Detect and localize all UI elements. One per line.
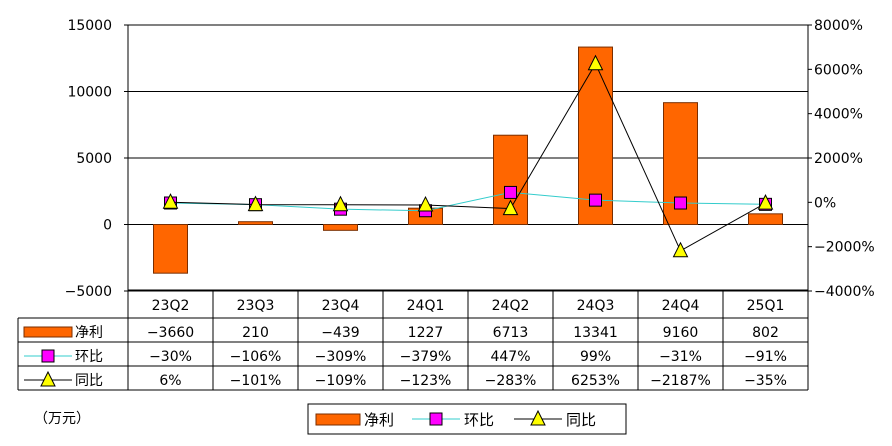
net-profit-bars [153, 46, 783, 274]
table-cell: −123% [400, 373, 452, 389]
point-yoy [502, 199, 519, 216]
table-cell: 13341 [573, 325, 618, 341]
point-yoy [332, 195, 349, 212]
unit-label: （万元） [34, 411, 90, 427]
category-label: 23Q3 [237, 298, 275, 314]
y-left-tick-label: 5000 [76, 151, 112, 167]
y-left-tick-label: 15000 [67, 18, 112, 34]
table-cell: 99% [580, 349, 611, 365]
point-mom [589, 193, 602, 207]
legend-label: 同比 [566, 411, 596, 429]
table-cell: 6% [159, 373, 181, 389]
table-row-name: 同比 [75, 373, 103, 389]
table-key-bar [23, 326, 73, 338]
table-cell: −101% [230, 373, 282, 389]
y-right-tick-label: 6000% [814, 62, 863, 78]
point-yoy [672, 241, 689, 258]
line-mom [170, 191, 766, 212]
table-cell: −309% [315, 349, 367, 365]
y-right-tick-label: 4000% [814, 107, 863, 123]
table-cell: −2187% [650, 373, 711, 389]
category-label: 24Q3 [577, 298, 615, 314]
point-yoy [162, 193, 179, 209]
table-cell: −35% [744, 373, 787, 389]
category-label: 25Q1 [747, 298, 785, 314]
table-cell: 6253% [571, 373, 620, 389]
table-cell: −91% [744, 349, 787, 365]
bar-net-profit [748, 213, 783, 226]
table-cell: −379% [400, 349, 452, 365]
point-yoy [757, 193, 774, 210]
table-cell: −106% [230, 349, 282, 365]
gridlines [128, 24, 808, 225]
category-label: 24Q2 [492, 298, 530, 314]
table-cell: −31% [659, 349, 702, 365]
y-left-tick-label: 10000 [67, 85, 112, 101]
legend-label: 环比 [464, 411, 494, 429]
bar-net-profit [238, 221, 273, 226]
point-yoy [247, 195, 264, 212]
table-cell: −283% [485, 373, 537, 389]
table-cell: 9160 [663, 325, 699, 341]
legend-key-bar [315, 413, 361, 426]
category-label: 24Q1 [407, 298, 445, 314]
point-yoy [587, 54, 604, 71]
category-label: 24Q4 [662, 298, 700, 314]
data-table: 23Q2 23Q3 23Q4 24Q1 24Q2 24Q3 24Q4 25Q1 净利 −3660 2… [17, 289, 809, 391]
table-cell: −439 [321, 325, 359, 341]
point-yoy [417, 195, 434, 212]
legend-label: 净利 [364, 411, 394, 429]
table-row-name: 净利 [75, 325, 103, 341]
legend-key-marker [429, 412, 443, 426]
line-yoy [170, 62, 766, 252]
legend-box [307, 403, 627, 435]
y-right-tick-label: −2000% [814, 240, 875, 256]
y-right-tick-label: 2000% [814, 151, 863, 167]
y-right-tick-label: 8000% [814, 18, 863, 34]
bar-net-profit [153, 224, 188, 274]
table-key-marker [41, 349, 55, 363]
percent-lines [162, 54, 774, 258]
point-mom [674, 196, 687, 210]
legend-key-marker [530, 409, 546, 426]
y-right-tick-label: −4000% [814, 284, 875, 300]
category-label: 23Q2 [152, 298, 190, 314]
table-cell: 1227 [408, 325, 444, 341]
table-key-marker [40, 370, 56, 387]
table-cell: −3660 [147, 325, 194, 341]
y-right-tick-label: 0% [814, 195, 836, 211]
table-cell: −109% [315, 373, 367, 389]
table-cell: 210 [242, 325, 269, 341]
y-left-tick-label: 0 [103, 218, 112, 234]
table-cell: 447% [490, 349, 530, 365]
table-row-name: 环比 [75, 349, 103, 365]
table-cell: 6713 [493, 325, 529, 341]
legend: 净利 环比 同比 [307, 403, 627, 435]
point-mom [504, 185, 517, 199]
table-cell: −30% [149, 349, 192, 365]
table-cell: 802 [752, 325, 779, 341]
category-label: 23Q4 [322, 298, 360, 314]
bar-net-profit [323, 224, 358, 231]
y-left-tick-label: −5000 [65, 284, 112, 300]
